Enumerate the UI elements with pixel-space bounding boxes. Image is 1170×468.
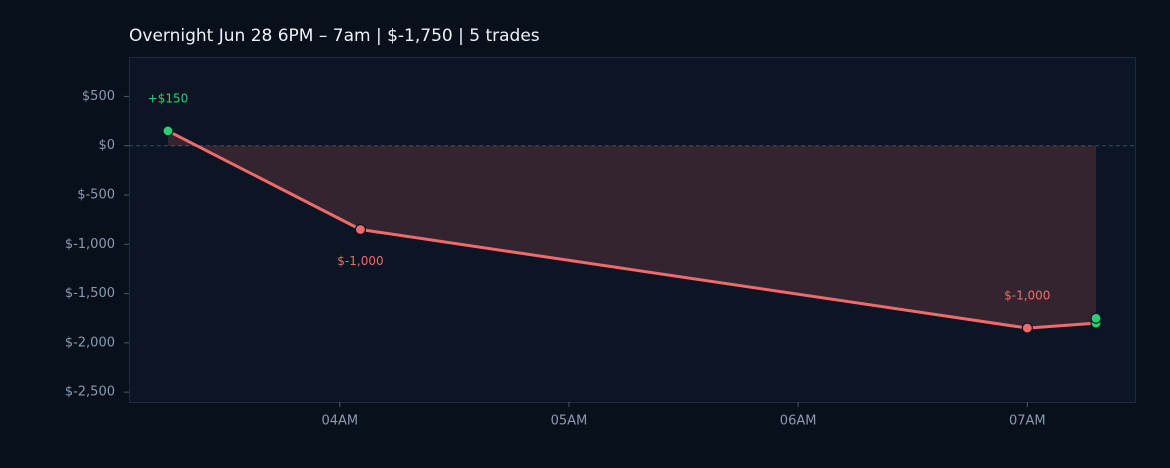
y-tick-label: $-2,000 (65, 335, 115, 350)
x-tick-label: 05AM (551, 414, 588, 429)
x-tick-label: 06AM (780, 414, 817, 429)
y-tick-label: $500 (82, 89, 115, 104)
y-tick-label: $-2,500 (65, 385, 115, 400)
area-fill (167, 130, 1097, 329)
annotation: $-1,000 (1004, 289, 1050, 303)
annotation: +$150 (148, 91, 189, 105)
x-tick-label: 07AM (1009, 414, 1046, 429)
plot-area (129, 57, 1136, 403)
annotation: $-1,000 (337, 254, 383, 268)
point (1021, 322, 1033, 334)
point (1090, 312, 1102, 324)
y-tick-label: $0 (98, 138, 115, 153)
point (162, 125, 174, 137)
chart-title: Overnight Jun 28 6PM – 7am | $-1,750 | 5… (129, 26, 540, 46)
x-tick-label: 04AM (321, 414, 358, 429)
y-tick-label: $-1,000 (65, 237, 115, 252)
y-tick-label: $-1,500 (65, 286, 115, 301)
point (354, 223, 367, 236)
y-tick-label: $-500 (77, 188, 115, 203)
